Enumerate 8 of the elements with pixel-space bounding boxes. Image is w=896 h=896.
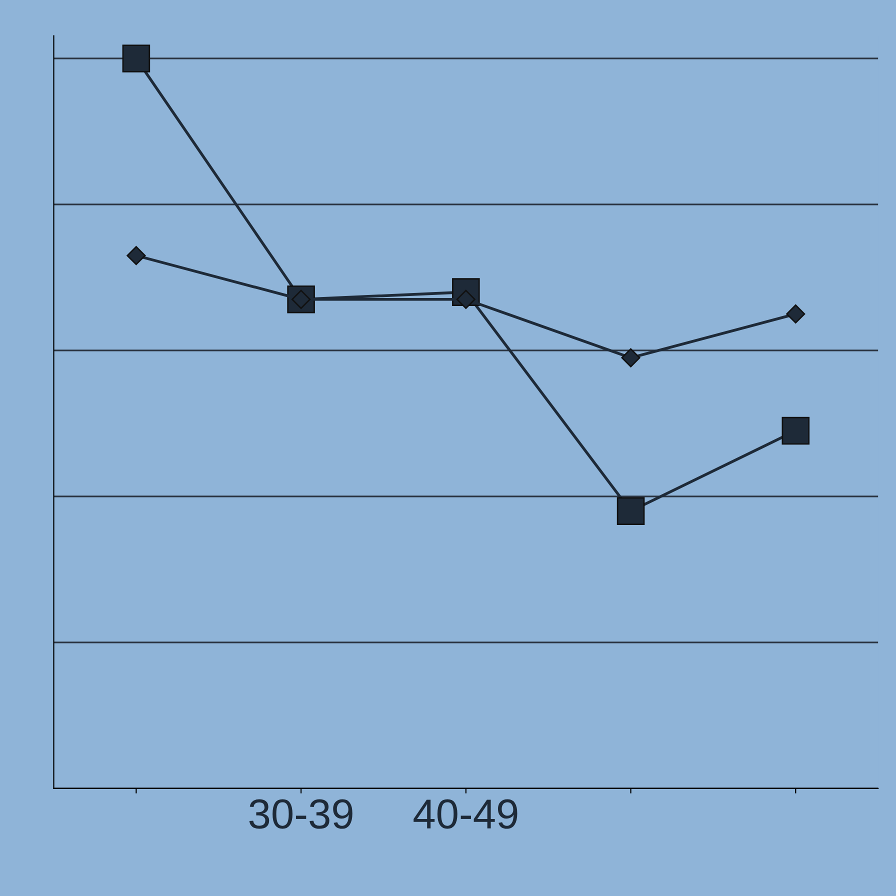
x-tick-label: 30-39 bbox=[249, 799, 352, 829]
point bbox=[126, 246, 146, 266]
x-tick-label: 40-49 bbox=[414, 799, 518, 829]
point bbox=[782, 416, 810, 445]
point bbox=[786, 304, 806, 324]
point bbox=[122, 44, 150, 72]
point bbox=[621, 348, 640, 368]
point bbox=[616, 497, 645, 525]
